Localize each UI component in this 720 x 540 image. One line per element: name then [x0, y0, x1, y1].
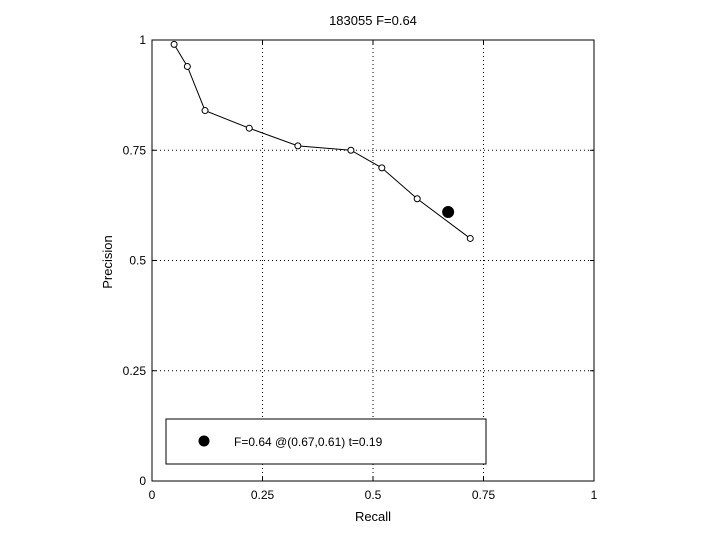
- legend: F=0.64 @(0.67,0.61) t=0.19: [165, 418, 487, 465]
- y-tick-label: 0: [139, 474, 146, 488]
- x-tick-label: 0: [149, 488, 156, 502]
- x-axis-label: Recall: [355, 509, 391, 524]
- y-axis-label: Precision: [100, 235, 115, 288]
- pr-curve-point: [378, 164, 386, 172]
- x-tick-label: 0.75: [472, 488, 496, 502]
- legend-box: [165, 418, 487, 465]
- y-tick-label: 0.75: [123, 143, 147, 157]
- best-f-point: [442, 205, 455, 218]
- x-tick-label: 1: [591, 488, 598, 502]
- pr-curve-point: [201, 107, 209, 115]
- chart-title: 183055 F=0.64: [329, 13, 417, 28]
- pr-curve-line: [173, 44, 471, 239]
- pr-curve-point: [466, 234, 474, 242]
- pr-curve-point: [183, 62, 191, 70]
- pr-curve-point: [413, 195, 421, 203]
- grid-lines: [152, 40, 594, 481]
- series-layer: [170, 40, 474, 242]
- x-tick-label: 0.25: [251, 488, 275, 502]
- pr-curve-point: [245, 124, 253, 132]
- axis-ticks: 0 0.25 0.5 0.75 1 0 0.25 0.5 0.75 1: [123, 33, 598, 502]
- legend-entry-text: F=0.64 @(0.67,0.61) t=0.19: [234, 435, 383, 449]
- y-tick-label: 1: [139, 33, 146, 47]
- y-tick-label: 0.5: [129, 254, 146, 268]
- pr-curve-point: [294, 142, 302, 150]
- pr-curve-point: [170, 40, 178, 48]
- pr-curve-point: [347, 146, 355, 154]
- legend-marker: [198, 435, 210, 447]
- x-tick-label: 0.5: [365, 488, 382, 502]
- y-tick-label: 0.25: [123, 364, 147, 378]
